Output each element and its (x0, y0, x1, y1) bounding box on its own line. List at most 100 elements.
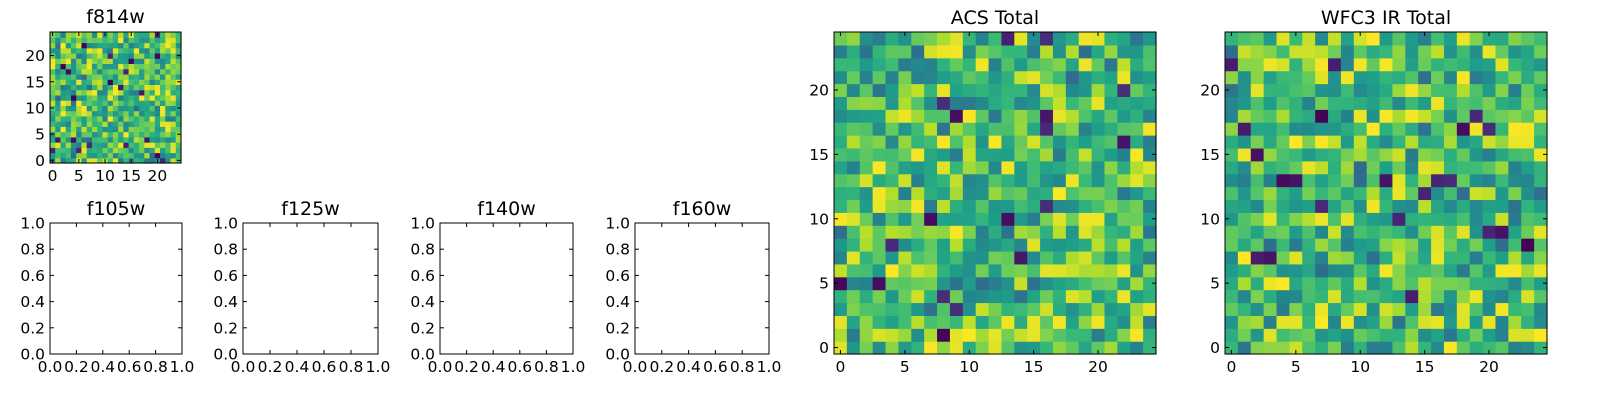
heatmap-cell (1052, 70, 1067, 85)
heatmap-cell (160, 47, 166, 54)
heatmap-cell (1328, 250, 1342, 265)
heatmap-cell (1078, 173, 1093, 188)
heatmap-cell (139, 115, 145, 122)
heatmap-cell (86, 52, 93, 59)
heatmap-cell (160, 142, 166, 148)
heatmap-cell (1366, 199, 1381, 213)
heatmap-cell (1340, 225, 1355, 239)
heatmap-cell (175, 121, 182, 127)
heatmap-cell (1130, 328, 1144, 342)
heatmap-cell (975, 96, 990, 110)
heatmap-cell (1508, 186, 1522, 201)
heatmap-cell (112, 52, 119, 59)
heatmap-cell (144, 52, 151, 59)
heatmap-cell (55, 152, 62, 159)
heatmap-cell (1104, 160, 1118, 175)
heatmap-cell (1117, 238, 1131, 252)
heatmap-cell (123, 115, 130, 122)
heatmap-cell (1027, 44, 1041, 59)
y-tick-label: 0.4 (213, 293, 238, 311)
heatmap-cell (1065, 315, 1080, 329)
heatmap-cell (1392, 315, 1406, 329)
heatmap-cell (924, 199, 938, 213)
heatmap-cell (86, 115, 93, 122)
heatmap-cell (1418, 160, 1432, 175)
heatmap-cell (1289, 276, 1303, 291)
heatmap-cell (149, 37, 156, 44)
heatmap-cell (60, 110, 67, 117)
heatmap-cell (149, 89, 156, 96)
heatmap-cell (937, 44, 951, 59)
heatmap-cell (859, 341, 874, 355)
heatmap-cell (1521, 186, 1535, 201)
heatmap-cell (988, 96, 1003, 110)
heatmap-cell (975, 263, 990, 278)
heatmap-cell (911, 70, 925, 85)
heatmap-cell (937, 225, 951, 239)
heatmap-cell (1405, 147, 1419, 162)
heatmap-cell (1508, 263, 1522, 278)
heatmap-cell (175, 68, 182, 75)
heatmap-cell (1495, 122, 1509, 136)
heatmap-cell (91, 126, 98, 133)
heatmap-cell (112, 89, 119, 96)
heatmap-cell (97, 105, 103, 112)
heatmap-cell (1328, 199, 1342, 213)
heatmap-cell (123, 110, 130, 117)
heatmap-cell (1495, 32, 1509, 46)
heatmap-cell (1379, 83, 1394, 97)
heatmap-cell (1117, 44, 1131, 59)
heatmap-cell (1315, 276, 1329, 291)
heatmap-cell (1521, 147, 1535, 162)
heatmap-cell (1379, 186, 1394, 201)
heatmap-cell (102, 136, 109, 143)
heatmap-cell (885, 96, 899, 110)
heatmap-cell (112, 73, 119, 80)
heatmap-cell (1508, 225, 1522, 239)
heatmap-cell (91, 52, 98, 59)
heatmap-cell (102, 58, 109, 65)
heatmap-cell (76, 136, 83, 143)
heatmap-cell (1366, 328, 1381, 342)
heatmap-cell (128, 94, 135, 101)
heatmap-cell (937, 109, 951, 123)
heatmap-cell (1456, 199, 1471, 213)
heatmap-cell (885, 341, 899, 355)
heatmap-cell (50, 142, 56, 148)
heatmap-cell (924, 289, 938, 304)
heatmap-cell (1130, 199, 1144, 213)
heatmap-cell (846, 173, 861, 188)
heatmap-cell (1521, 263, 1535, 278)
heatmap-cell (1443, 289, 1458, 304)
heatmap-cell (1366, 70, 1381, 85)
heatmap-cell (872, 83, 887, 97)
heatmap-cell (1027, 147, 1041, 162)
heatmap-cell (1328, 109, 1342, 123)
heatmap-cell (160, 32, 166, 38)
heatmap-cell (170, 147, 177, 154)
heatmap-cell (1143, 173, 1157, 188)
heatmap-cell (834, 173, 848, 188)
heatmap-cell (924, 250, 938, 265)
heatmap-cells (834, 32, 1157, 355)
heatmap-cell (988, 302, 1003, 316)
heatmap-cell (102, 121, 109, 127)
heatmap-cell (76, 68, 83, 75)
heatmap-cell (1315, 147, 1329, 162)
heatmap-cell (1366, 109, 1381, 123)
heatmap-cell (1263, 199, 1278, 213)
heatmap-cell (1405, 32, 1419, 46)
heatmap-cell (144, 152, 151, 159)
heatmap-cell (118, 131, 124, 138)
heatmap-cell (1495, 109, 1509, 123)
heatmap-cell (949, 109, 964, 123)
heatmap-cell (1225, 96, 1239, 110)
heatmap-cell (1379, 263, 1394, 278)
heatmap-cell (91, 121, 98, 127)
heatmap-cell (149, 142, 156, 148)
heatmap-cell (1263, 83, 1278, 97)
y-tick-label: 0.0 (20, 346, 45, 364)
heatmap-cell (1289, 238, 1303, 252)
heatmap-cell (1237, 276, 1252, 291)
heatmap-cell (1263, 289, 1278, 304)
